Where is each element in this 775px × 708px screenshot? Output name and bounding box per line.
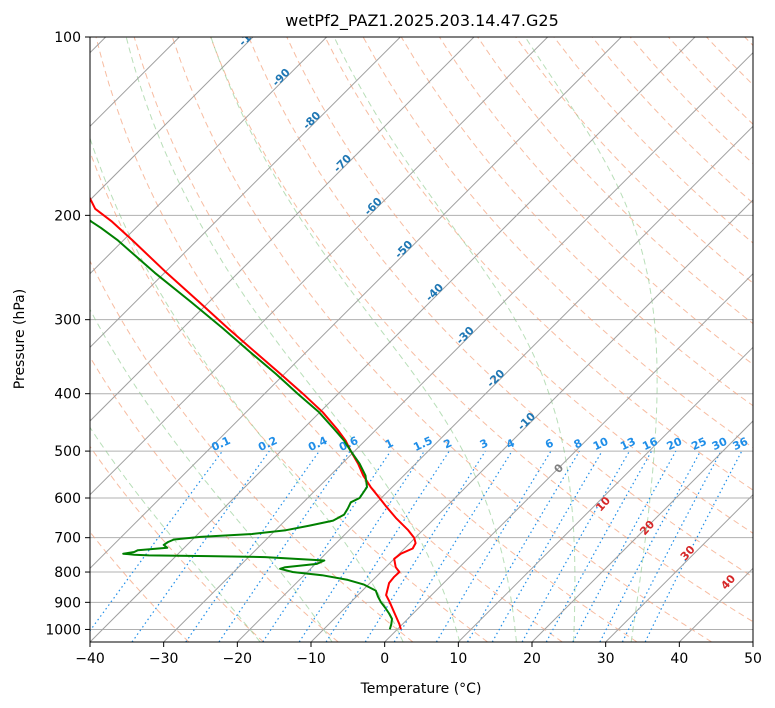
y-tick-label: 800 bbox=[54, 565, 81, 581]
mixing-ratio-label: 36 bbox=[731, 435, 751, 453]
x-tick-label: −40 bbox=[75, 651, 105, 667]
isotherm-line bbox=[90, 37, 328, 275]
mixing-ratio-label: 10 bbox=[591, 435, 611, 453]
isotherm-line bbox=[90, 37, 696, 642]
y-axis-label: Pressure (hPa) bbox=[12, 289, 28, 389]
mixing-ratio-line bbox=[185, 450, 320, 642]
y-tick-label: 1000 bbox=[45, 622, 81, 638]
isotherm-line bbox=[90, 37, 254, 201]
moist-adiabat bbox=[333, 37, 576, 642]
moist-adiabat bbox=[125, 37, 461, 642]
plot-background bbox=[90, 37, 753, 642]
mixing-ratio-line bbox=[599, 450, 702, 642]
x-axis-ticks: −40 −30 −20 −10 0 10 20 30 40 50 bbox=[75, 642, 762, 667]
y-tick-label: 100 bbox=[54, 30, 81, 46]
plot-frame bbox=[89, 36, 754, 643]
mixing-ratio-line bbox=[435, 450, 552, 642]
x-tick-label: 20 bbox=[523, 651, 541, 667]
mixing-ratio-line bbox=[364, 450, 486, 642]
isotherm-line bbox=[310, 199, 753, 642]
isotherm-line bbox=[457, 346, 753, 642]
mixing-ratio-label: 20 bbox=[665, 435, 685, 453]
y-tick-label: 900 bbox=[54, 595, 81, 611]
y-tick-label: 200 bbox=[54, 208, 81, 224]
x-tick-label: 40 bbox=[670, 651, 688, 667]
x-tick-label: −10 bbox=[296, 651, 326, 667]
x-tick-label: −30 bbox=[149, 651, 179, 667]
dry-adiabat bbox=[286, 37, 753, 534]
isotherm-line bbox=[752, 641, 753, 642]
moist-adiabat bbox=[90, 136, 404, 642]
dry-adiabat bbox=[133, 37, 638, 642]
mixing-ratio-line bbox=[325, 450, 450, 642]
dry-adiabat bbox=[324, 37, 753, 491]
mixing-ratio-line bbox=[572, 450, 677, 642]
mixing-ratio-label: 13 bbox=[618, 435, 637, 453]
y-tick-label: 700 bbox=[54, 531, 81, 547]
mixing-ratio-line bbox=[262, 450, 392, 642]
isotherm-line bbox=[531, 420, 753, 642]
mixing-ratio-label: 30 bbox=[710, 435, 730, 453]
dry-adiabat bbox=[210, 37, 753, 623]
mixing-ratio-label: 16 bbox=[640, 435, 660, 453]
skewed-isotherms bbox=[90, 37, 753, 642]
dry-adiabat bbox=[90, 445, 264, 642]
isotherm-line bbox=[605, 493, 753, 642]
y-tick-label: 600 bbox=[54, 491, 81, 507]
mixing-ratio-lines bbox=[90, 450, 743, 642]
mixing-ratio-label: 25 bbox=[689, 435, 708, 453]
isotherm-line bbox=[384, 272, 753, 642]
mixing-ratio-line bbox=[466, 450, 580, 642]
moist-adiabats bbox=[90, 37, 658, 642]
dry-adiabat bbox=[90, 259, 414, 642]
x-tick-label: −20 bbox=[223, 651, 253, 667]
x-tick-label: 30 bbox=[597, 651, 615, 667]
dry-adiabat bbox=[171, 37, 712, 642]
profile-lines bbox=[90, 196, 417, 630]
dry-adiabat bbox=[95, 37, 563, 642]
y-tick-label: 300 bbox=[54, 313, 81, 329]
moist-adiabat bbox=[90, 308, 333, 642]
isotherm-line bbox=[90, 37, 549, 496]
isotherm-line bbox=[163, 51, 753, 642]
x-tick-label: 50 bbox=[744, 651, 762, 667]
dry-adiabat bbox=[515, 37, 753, 284]
moist-adiabat bbox=[210, 37, 517, 642]
y-tick-label: 500 bbox=[54, 444, 81, 460]
x-axis-label: Temperature (°C) bbox=[360, 681, 482, 697]
moist-adiabat bbox=[90, 426, 261, 642]
mixing-ratio-line bbox=[298, 450, 425, 642]
dry-adiabat bbox=[248, 37, 753, 578]
y-tick-label: 400 bbox=[54, 387, 81, 403]
pressure-gridlines bbox=[90, 37, 753, 630]
isotherm-label: -100 bbox=[236, 20, 265, 49]
x-tick-label: 0 bbox=[380, 651, 389, 667]
isotherm-line bbox=[90, 37, 475, 422]
x-tick-label: 10 bbox=[449, 651, 467, 667]
isotherm-line bbox=[90, 37, 401, 349]
isotherm-line bbox=[90, 37, 622, 570]
chart-title: wetPf2_PAZ1.2025.203.14.47.G25 bbox=[285, 11, 559, 31]
isotherm-line bbox=[236, 125, 753, 642]
mixing-ratio-line bbox=[218, 450, 351, 642]
y-axis-ticks: 100 200 300 400 500 600 700 800 900 1000 bbox=[45, 30, 90, 638]
moist-adiabat bbox=[524, 37, 658, 642]
dewpoint-line bbox=[90, 219, 393, 630]
